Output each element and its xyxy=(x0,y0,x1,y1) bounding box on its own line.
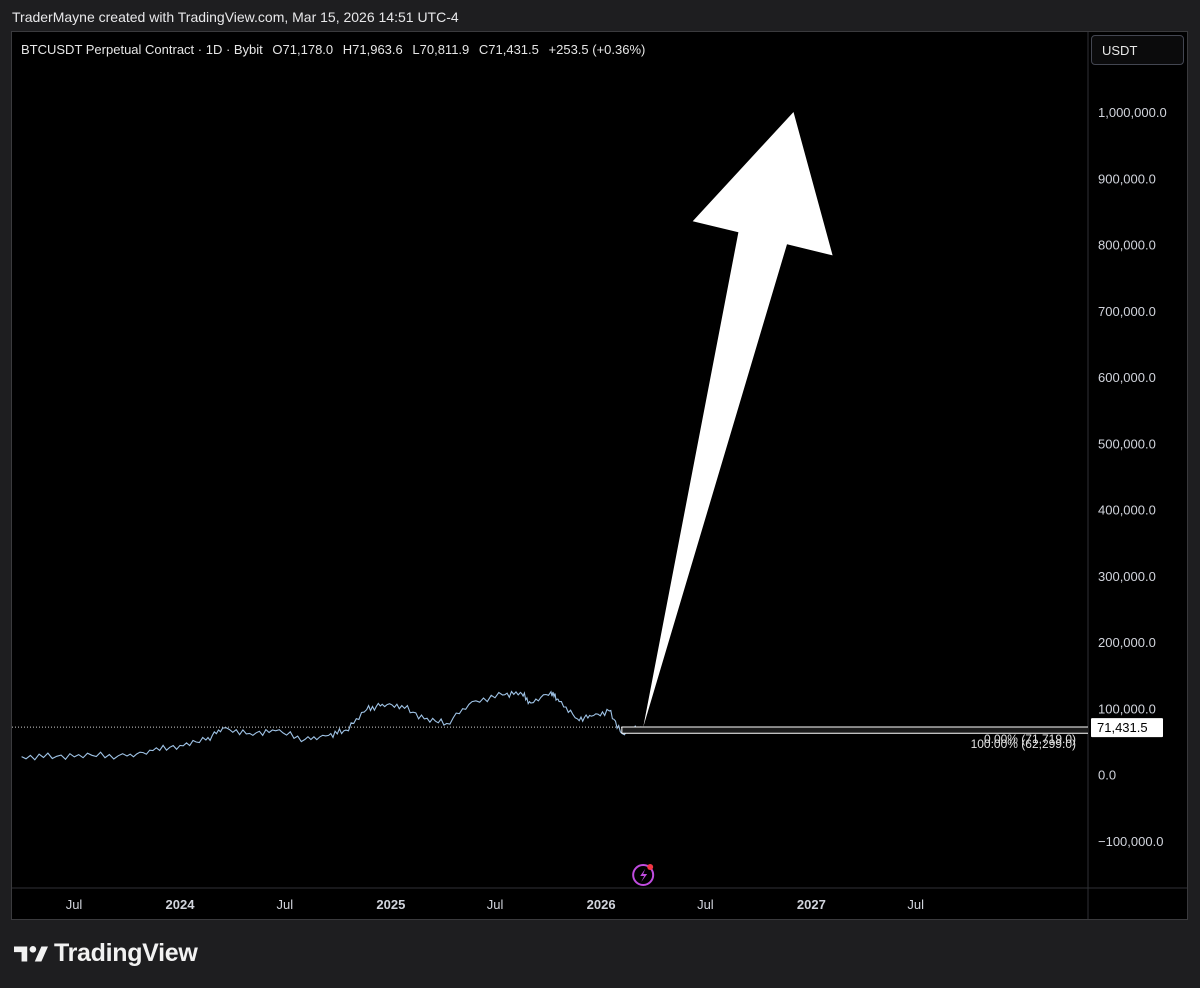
ohlc-open: O71,178.0 xyxy=(272,42,334,57)
time-axis-label: Jul xyxy=(907,897,924,912)
projection-arrow xyxy=(643,112,833,728)
price-axis-label: 600,000.0 xyxy=(1098,370,1156,385)
price-axis-label: 900,000.0 xyxy=(1098,171,1156,186)
tradingview-brand: TradingView xyxy=(14,939,198,968)
price-axis-label: 800,000.0 xyxy=(1098,238,1156,253)
price-axis-label: 100,000.0 xyxy=(1098,701,1156,716)
fib-band xyxy=(621,726,1088,734)
btc-price-series xyxy=(21,690,644,761)
time-axis-label: Jul xyxy=(487,897,504,912)
time-axis-label: Jul xyxy=(66,897,83,912)
fib-label-100: 100.00% (62,299.0) xyxy=(971,737,1076,751)
time-axis-label: 2026 xyxy=(587,897,616,912)
time-axis-label: 2025 xyxy=(376,897,405,912)
ohlc-close: C71,431.5 xyxy=(478,42,539,57)
last-price-tag xyxy=(1091,718,1163,738)
time-axis-label: Jul xyxy=(697,897,714,912)
ohlc-low: L70,811.9 xyxy=(412,42,470,57)
price-axis-label: 1,000,000.0 xyxy=(1098,105,1167,120)
time-axis-label: 2024 xyxy=(166,897,196,912)
ohlc-high: H71,963.6 xyxy=(342,42,403,57)
price-axis-label: 500,000.0 xyxy=(1098,436,1156,451)
lightning-alert-icon[interactable] xyxy=(632,864,655,886)
price-axis-label: 400,000.0 xyxy=(1098,503,1156,518)
last-price-value: 71,431.5 xyxy=(1097,720,1148,735)
price-axis-label: 300,000.0 xyxy=(1098,569,1156,584)
created-with-caption: TraderMayne created with TradingView.com… xyxy=(12,9,459,25)
chart-panel[interactable]: 1,000,000.0 900,000.0 800,000.0 700,000.0 60… xyxy=(11,31,1188,920)
price-axis-label: 200,000.0 xyxy=(1098,635,1156,650)
price-axis-label: 700,000.0 xyxy=(1098,304,1156,319)
price-axis-label: −100,000.0 xyxy=(1098,834,1163,849)
brand-name: TradingView xyxy=(54,939,198,967)
fib-label-0: 0.00% (71,719.0) xyxy=(984,732,1076,746)
time-axis-label: Jul xyxy=(277,897,294,912)
price-chart[interactable]: 1,000,000.0 900,000.0 800,000.0 700,000.0 60… xyxy=(12,32,1188,920)
time-axis-label: 2027 xyxy=(797,897,826,912)
tradingview-logo-icon xyxy=(14,945,48,962)
symbol-name: BTCUSDT Perpetual Contract · 1D · Bybit xyxy=(21,42,263,57)
symbol-legend: BTCUSDT Perpetual Contract · 1D · Bybit … xyxy=(21,42,651,57)
price-axis-label: 0.0 xyxy=(1098,768,1116,783)
ohlc-change: +253.5 (+0.36%) xyxy=(548,42,646,57)
currency-button[interactable]: USDT xyxy=(1091,35,1184,65)
